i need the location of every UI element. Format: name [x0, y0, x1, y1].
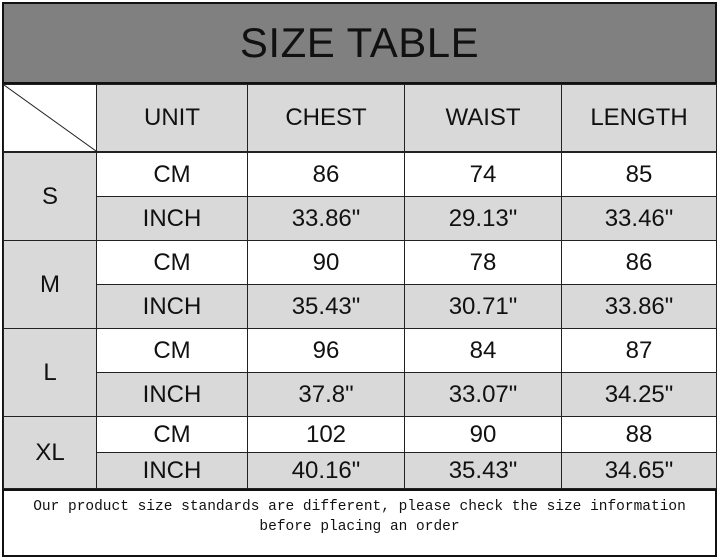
cell-unit: INCH	[96, 372, 248, 417]
cell-unit: INCH	[96, 284, 248, 329]
cell-length: 33.46"	[561, 196, 717, 241]
cell-waist: 30.71"	[404, 284, 562, 329]
size-label: M	[3, 240, 97, 329]
cell-waist: 33.07"	[404, 372, 562, 417]
cell-waist: 74	[404, 152, 562, 197]
note-line-2: before placing an order	[259, 519, 460, 535]
cell-chest: 86	[247, 152, 405, 197]
size-table-body: S CM 86 74 85 INCH 33.86" 29.13" 33.46" M CM 90 78 86…	[3, 152, 717, 489]
note-line-1: Our product size standards are different…	[33, 499, 686, 515]
table-row: M CM 90 78 86	[3, 240, 717, 329]
size-table: UNIT CHEST WAIST LENGTH	[3, 84, 717, 152]
cell-length: 34.25"	[561, 372, 717, 417]
table-row: S CM 86 74 85	[3, 152, 717, 241]
table-row: INCH 40.16" 35.43" 34.65"	[4, 452, 717, 489]
cell-length: 87	[561, 328, 717, 373]
header-length: LENGTH	[561, 84, 717, 152]
cell-waist: 29.13"	[404, 196, 562, 241]
cell-unit: INCH	[96, 196, 248, 241]
cell-chest: 33.86"	[247, 196, 405, 241]
cell-chest: 37.8"	[247, 372, 405, 417]
table-row: INCH 37.8" 33.07" 34.25"	[4, 372, 717, 417]
header-row: UNIT CHEST WAIST LENGTH	[3, 84, 717, 152]
cell-waist: 90	[404, 416, 562, 453]
size-label: L	[3, 328, 97, 417]
table-row: XL CM 102 90 88	[3, 416, 717, 489]
cell-unit: CM	[96, 416, 248, 453]
cell-length: 85	[561, 152, 717, 197]
header-waist: WAIST	[404, 84, 562, 152]
header-unit: UNIT	[96, 84, 248, 152]
cell-unit: CM	[96, 152, 248, 197]
table-row: L CM 96 84 87	[3, 328, 717, 417]
cell-length: 86	[561, 240, 717, 285]
table-row: INCH 33.86" 29.13" 33.46"	[4, 196, 717, 241]
cell-length: 88	[561, 416, 717, 453]
size-note: Our product size standards are different…	[4, 489, 715, 559]
table-row: INCH 35.43" 30.71" 33.86"	[4, 284, 717, 329]
size-label: XL	[3, 416, 97, 489]
cell-chest: 35.43"	[247, 284, 405, 329]
header-chest: CHEST	[247, 84, 405, 152]
cell-waist: 84	[404, 328, 562, 373]
cell-waist: 78	[404, 240, 562, 285]
cell-length: 33.86"	[561, 284, 717, 329]
cell-chest: 96	[247, 328, 405, 373]
cell-waist: 35.43"	[404, 452, 562, 489]
size-label: S	[3, 152, 97, 241]
cell-length: 34.65"	[561, 452, 717, 489]
cell-unit: INCH	[96, 452, 248, 489]
cell-unit: CM	[96, 328, 248, 373]
page-title: SIZE TABLE	[4, 4, 715, 84]
cell-chest: 90	[247, 240, 405, 285]
cell-chest: 40.16"	[247, 452, 405, 489]
cell-chest: 102	[247, 416, 405, 453]
cell-unit: CM	[96, 240, 248, 285]
diagonal-corner-cell	[3, 84, 97, 152]
